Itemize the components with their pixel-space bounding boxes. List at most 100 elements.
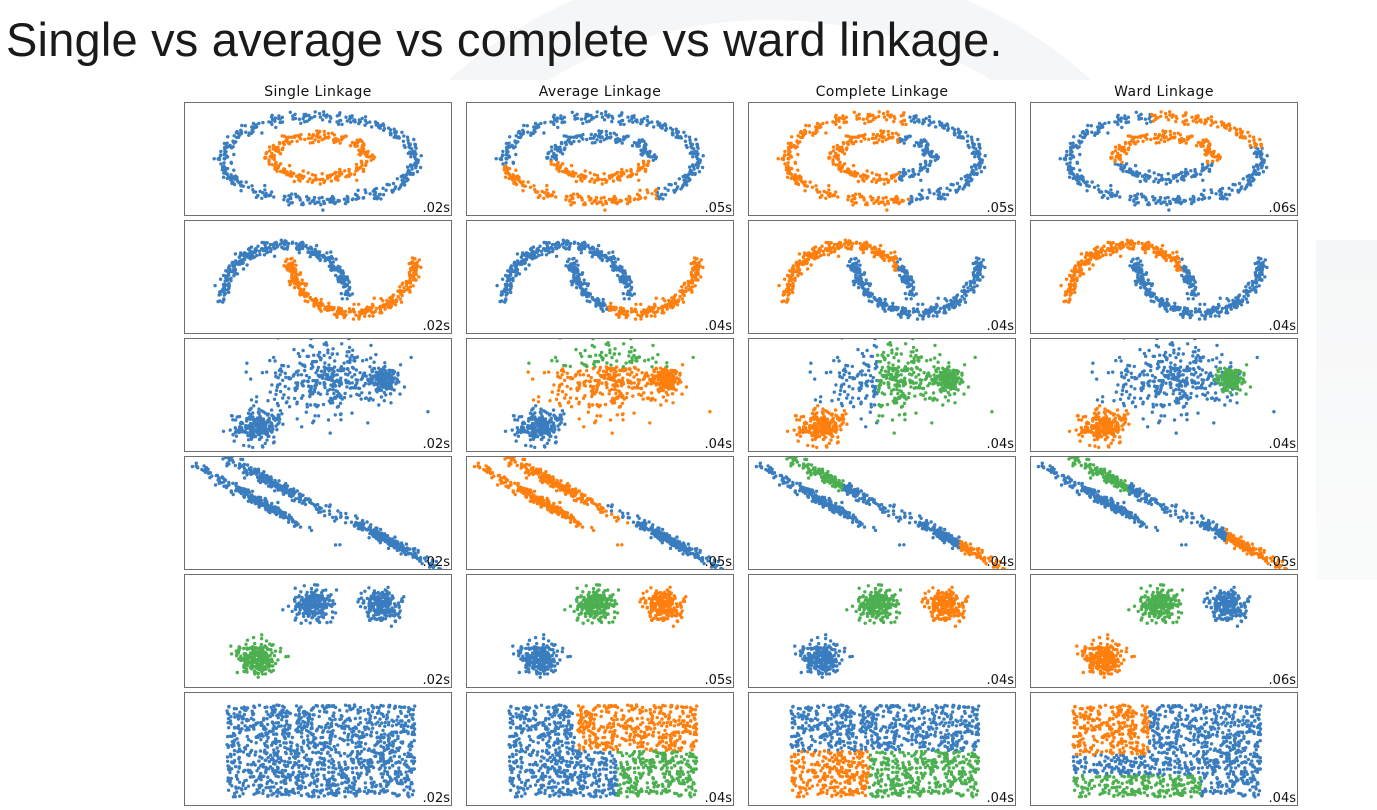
scatter-point <box>1103 121 1107 126</box>
scatter-point <box>864 278 868 282</box>
scatter-point <box>851 194 855 198</box>
scatter-point <box>571 196 575 201</box>
scatter-point <box>825 191 829 195</box>
scatter-point <box>394 299 399 304</box>
scatter-point <box>1207 196 1211 200</box>
scatter-point <box>282 198 286 202</box>
scatter-point <box>928 309 933 314</box>
scatter-point <box>363 188 367 192</box>
scatter-point <box>1201 166 1205 170</box>
scatter-point <box>1069 166 1074 170</box>
scatter-point <box>1209 188 1213 192</box>
scatter-point <box>972 274 977 278</box>
scatter-point <box>1102 193 1106 198</box>
scatter-point <box>313 173 318 178</box>
scatter-point <box>618 277 622 282</box>
scatter-point <box>780 157 784 161</box>
scatter-point <box>972 290 976 294</box>
scatter-point <box>379 297 383 301</box>
scatter-point <box>414 163 418 168</box>
scatter-point <box>569 141 573 146</box>
scatter-point <box>273 119 277 123</box>
scatter-point <box>250 253 255 258</box>
scatter-point <box>235 175 239 180</box>
scatter-point <box>287 163 292 168</box>
scatter-point <box>1115 248 1119 252</box>
scatter-point <box>623 276 627 280</box>
scatter-point <box>398 297 402 301</box>
scatter-point <box>817 125 821 130</box>
scatter-point <box>1065 149 1069 154</box>
scatter-point <box>293 116 298 121</box>
scatter-point <box>892 260 897 264</box>
scatter-point <box>417 275 421 279</box>
scatter-point <box>514 182 519 187</box>
scatter-point <box>334 273 338 278</box>
scatter-point <box>790 135 794 139</box>
scatter-point <box>786 141 791 146</box>
scatter-point <box>1070 145 1075 150</box>
scatter-point <box>310 134 315 138</box>
scatter-point <box>1082 262 1086 266</box>
scatter-point <box>929 305 933 309</box>
scatter-point <box>1135 170 1139 174</box>
scatter-point <box>1145 121 1149 125</box>
scatter-point <box>913 172 917 176</box>
scatter-point <box>355 178 359 182</box>
scatter-point <box>793 146 798 150</box>
scatter-point <box>614 306 618 310</box>
scatter-point <box>1201 193 1205 198</box>
scatter-point <box>283 259 288 264</box>
scatter-point <box>400 181 405 186</box>
scatter-point <box>965 173 969 177</box>
scatter-point <box>334 177 338 181</box>
scatter-point <box>554 195 558 199</box>
scatter-point <box>573 114 577 118</box>
scatter-point <box>519 255 523 259</box>
scatter-point <box>318 115 323 119</box>
scatter-point <box>346 196 350 200</box>
scatter-point <box>521 258 525 262</box>
scatter-point <box>1200 197 1204 201</box>
scatter-point <box>340 269 344 274</box>
scatter-point <box>365 305 369 309</box>
scatter-point <box>796 134 800 138</box>
scatter-point <box>1122 145 1126 149</box>
scatter-point <box>680 297 684 301</box>
scatter-point <box>1175 250 1179 254</box>
scatter-point <box>684 286 688 290</box>
scatter-point <box>1168 133 1173 137</box>
scatter-point <box>619 113 623 117</box>
scatter-point <box>337 170 341 175</box>
scatter-point <box>625 169 629 173</box>
scatter-point <box>379 123 383 128</box>
scatter-point <box>950 126 955 130</box>
scatter-point <box>859 245 863 249</box>
scatter-point <box>1140 241 1144 246</box>
scatter-point <box>596 243 601 248</box>
scatter-point <box>641 161 646 165</box>
scatter-point <box>783 162 787 166</box>
scatter-point <box>632 197 637 202</box>
scatter-point <box>589 132 593 137</box>
scatter-point <box>877 299 881 304</box>
scatter-point <box>539 121 543 126</box>
scatter-point <box>569 135 573 139</box>
scatter-point <box>357 152 361 156</box>
scatter-point <box>604 110 608 114</box>
scatter-point <box>347 280 351 284</box>
scatter-point <box>569 163 574 168</box>
scatter-point <box>396 289 401 293</box>
scatter-point <box>814 184 818 188</box>
scatter-point <box>1083 180 1087 184</box>
scatter-point <box>412 137 416 142</box>
scatter-point <box>273 165 277 169</box>
scatter-point <box>698 264 702 268</box>
scatter-point <box>343 292 347 297</box>
scatter-point <box>1134 110 1138 114</box>
scatter-point <box>1200 162 1205 167</box>
scatter-point <box>1251 179 1255 183</box>
scatter-point <box>1183 170 1187 175</box>
scatter-point <box>968 283 973 288</box>
scatter-point <box>298 179 302 183</box>
